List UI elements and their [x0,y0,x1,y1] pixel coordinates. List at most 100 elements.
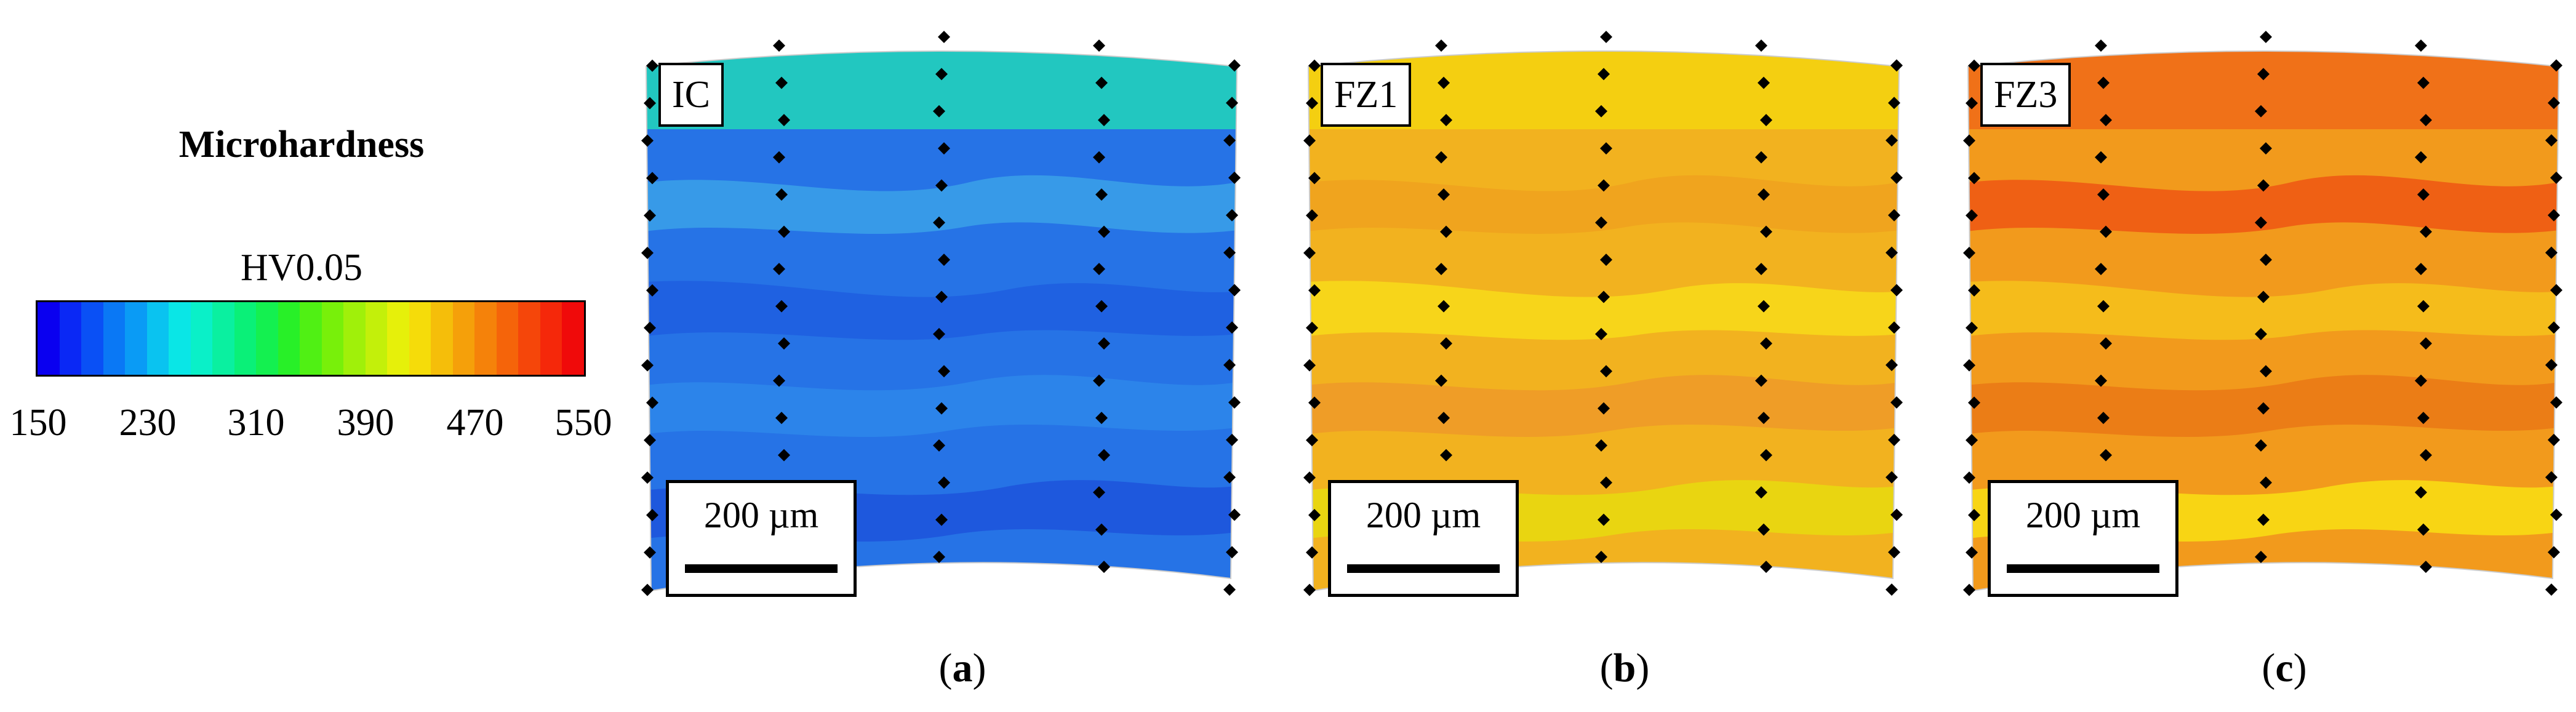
indent-marker [1303,359,1316,372]
indent-marker [2415,374,2427,387]
indent-marker [1226,546,1238,559]
indent-marker [1223,359,1236,372]
indent-marker [933,216,945,229]
indent-marker [646,59,658,72]
indent-marker [1600,365,1612,378]
indent-marker [641,134,654,147]
color-scale-segment [300,302,322,375]
indent-marker [1306,97,1318,110]
indent-marker [2257,68,2270,81]
indent-marker [1095,76,1108,89]
indent-marker [1886,583,1898,596]
contour-band [646,281,1237,340]
indent-marker [2415,151,2427,164]
indent-marker [1440,225,1452,238]
indent-marker [2100,449,2112,462]
color-scale-segment [190,302,213,375]
indent-marker [2257,290,2270,303]
indent-marker [2260,142,2272,155]
indent-marker [646,172,658,185]
color-scale-segment [125,302,147,375]
indent-marker [1098,561,1110,574]
indent-marker [2545,471,2558,484]
indent-marker [935,513,948,526]
indent-marker [1760,561,1772,574]
indent-marker [2257,513,2270,526]
indent-marker [2417,412,2430,425]
indent-marker [644,97,656,110]
indent-marker [775,188,788,201]
indent-marker [2095,374,2107,387]
color-scale-segment [278,302,300,375]
legend-title: Microhardness [178,124,425,166]
indent-marker [1968,396,1980,409]
indent-marker [1598,290,1610,303]
indent-marker [775,300,788,313]
indent-marker [773,39,785,52]
indent-marker [2097,300,2110,313]
indent-marker [2420,561,2432,574]
legend-tick: 550 [554,402,612,444]
indent-marker [1760,114,1772,127]
indent-marker [2548,433,2560,446]
scale-bar [685,564,838,573]
indent-marker [938,31,950,43]
indent-marker [1098,225,1110,238]
indent-marker [773,374,785,387]
indent-marker [1440,114,1452,127]
scale-bar-box: 200 µm [1988,480,2178,597]
indent-marker [2260,365,2272,378]
color-scale-segment [81,302,103,375]
legend-tick: 150 [9,402,67,444]
indent-marker [1435,263,1447,276]
indent-marker [2100,337,2112,350]
indent-marker [1095,523,1108,536]
indent-marker [1888,97,1900,110]
indent-marker [2095,151,2107,164]
indent-marker [1888,433,1900,446]
indent-marker [1308,508,1321,521]
indent-marker [1303,134,1316,147]
indent-marker [938,365,950,378]
panel-caption-b: (b) [1599,646,1650,690]
indent-marker [2417,188,2430,201]
indent-marker [1886,471,1898,484]
legend-tick: 470 [446,402,504,444]
indent-marker [1598,402,1610,415]
indent-marker [1595,439,1607,452]
indent-marker [1890,508,1903,521]
indent-marker [1758,188,1770,201]
indent-marker [1223,583,1236,596]
indent-marker [1755,374,1767,387]
indent-marker [1963,583,1975,596]
indent-marker [1093,263,1105,276]
indent-marker [2095,39,2107,52]
indent-marker [2545,246,2558,259]
hardness-map-panel-ic: IC 200 µm [628,25,1255,615]
indent-marker [1435,39,1447,52]
color-scale-segment [169,302,191,375]
indent-marker [1306,321,1318,334]
indent-marker [1438,76,1450,89]
color-scale-segment [212,302,234,375]
indent-marker [1966,434,1978,447]
indent-marker [2097,188,2110,201]
indent-marker [2420,449,2432,462]
indent-marker [646,284,658,297]
legend-tick: 390 [337,402,394,444]
indent-marker [1226,209,1238,222]
indent-marker [1438,188,1450,201]
indent-marker [1755,486,1767,499]
indent-marker [1093,39,1105,52]
indent-marker [1758,76,1770,89]
indent-marker [1890,284,1903,297]
indent-marker [1303,247,1316,260]
indent-marker [1966,209,1978,222]
indent-marker [2550,396,2562,409]
indent-marker [938,254,950,266]
indent-marker [778,449,790,462]
indent-marker [1226,433,1238,446]
color-scale-segment [343,302,366,375]
indent-marker [1303,471,1316,484]
caption-letter: a [952,646,973,690]
